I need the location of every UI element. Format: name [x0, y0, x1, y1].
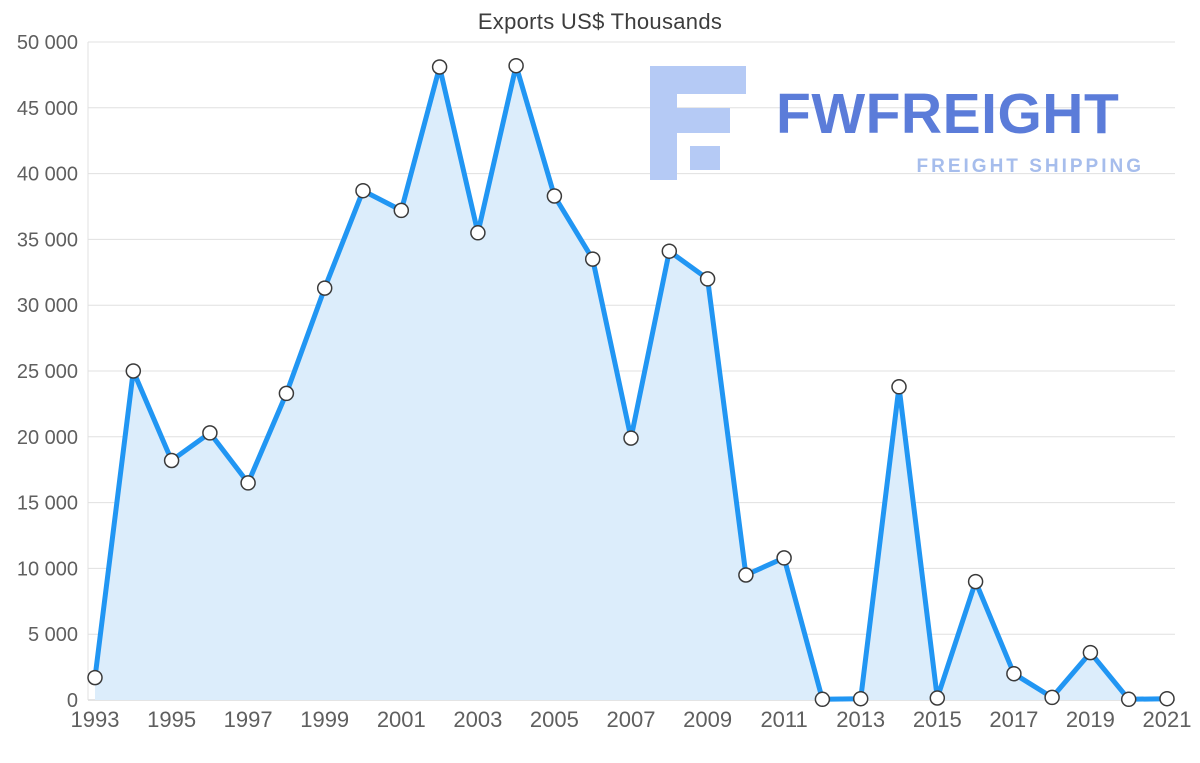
- x-axis-tick-label: 2009: [683, 707, 732, 732]
- x-axis-tick-label: 2003: [453, 707, 502, 732]
- x-axis-tick-label: 2017: [989, 707, 1038, 732]
- x-axis-tick-label: 1993: [71, 707, 120, 732]
- data-point-marker[interactable]: [87, 669, 103, 686]
- data-point-marker[interactable]: [240, 475, 256, 491]
- data-point-marker[interactable]: [278, 385, 295, 402]
- data-point-marker[interactable]: [967, 573, 984, 590]
- x-axis-tick-label: 2001: [377, 707, 426, 732]
- data-point-marker[interactable]: [852, 690, 869, 707]
- x-axis-tick-label: 2015: [913, 707, 962, 732]
- x-axis-tick-label: 2019: [1066, 707, 1115, 732]
- x-axis-tick-label: 2007: [607, 707, 656, 732]
- data-point-marker[interactable]: [584, 251, 601, 267]
- data-point-marker[interactable]: [1082, 644, 1099, 661]
- x-axis-tick-label: 2013: [836, 707, 885, 732]
- x-axis-tick-label: 2011: [760, 707, 807, 732]
- y-axis-tick-label: 15 000: [17, 493, 78, 515]
- data-point-marker[interactable]: [1006, 665, 1022, 682]
- data-point-marker[interactable]: [1044, 689, 1060, 706]
- x-axis-tick-label: 1999: [300, 707, 349, 732]
- data-point-marker[interactable]: [1159, 690, 1175, 707]
- data-point-marker[interactable]: [355, 182, 371, 199]
- x-axis-tick-label: 2021: [1143, 707, 1192, 732]
- y-axis-tick-label: 10 000: [17, 558, 78, 580]
- data-point-marker[interactable]: [1120, 691, 1137, 708]
- x-axis-tick-label: 1997: [224, 707, 273, 732]
- data-point-marker[interactable]: [431, 59, 448, 75]
- data-point-marker[interactable]: [393, 202, 410, 219]
- y-axis-tick-label: 35 000: [17, 229, 78, 251]
- y-axis-tick-label: 5 000: [28, 624, 78, 646]
- data-point-marker[interactable]: [163, 452, 180, 469]
- y-axis-tick-label: 45 000: [17, 98, 78, 120]
- data-point-marker[interactable]: [661, 243, 678, 259]
- data-point-marker[interactable]: [202, 425, 218, 441]
- series-area: [95, 65, 1167, 700]
- y-axis-tick-label: 20 000: [17, 427, 78, 449]
- logo-wordmark: FWFREIGHT: [776, 82, 1120, 146]
- x-axis-tick-label: 2005: [530, 707, 579, 732]
- data-point-marker[interactable]: [776, 550, 792, 566]
- fw-logo-glyph: [650, 66, 746, 180]
- y-axis-tick-label: 40 000: [17, 164, 78, 186]
- data-point-marker[interactable]: [929, 690, 946, 706]
- y-axis-tick-label: 25 000: [17, 361, 78, 383]
- y-axis-tick-label: 0: [67, 690, 78, 712]
- watermark-logo: FWFREIGHT FREIGHT SHIPPING: [650, 64, 1150, 189]
- data-point-marker[interactable]: [508, 57, 524, 74]
- data-point-marker[interactable]: [470, 225, 486, 241]
- x-axis-tick-label: 1995: [147, 707, 196, 732]
- data-point-marker[interactable]: [814, 691, 831, 708]
- data-point-marker[interactable]: [546, 188, 563, 204]
- data-point-marker[interactable]: [891, 379, 907, 395]
- y-axis-tick-label: 30 000: [17, 295, 78, 317]
- logo-subtitle: FREIGHT SHIPPING: [916, 156, 1144, 177]
- data-point-marker[interactable]: [623, 430, 639, 446]
- data-point-marker[interactable]: [738, 567, 754, 583]
- data-point-marker[interactable]: [316, 280, 333, 296]
- data-point-marker[interactable]: [125, 363, 142, 379]
- data-point-marker[interactable]: [699, 271, 716, 287]
- chart-title: Exports US$ Thousands: [477, 9, 723, 34]
- y-axis-tick-label: 50 000: [17, 32, 78, 54]
